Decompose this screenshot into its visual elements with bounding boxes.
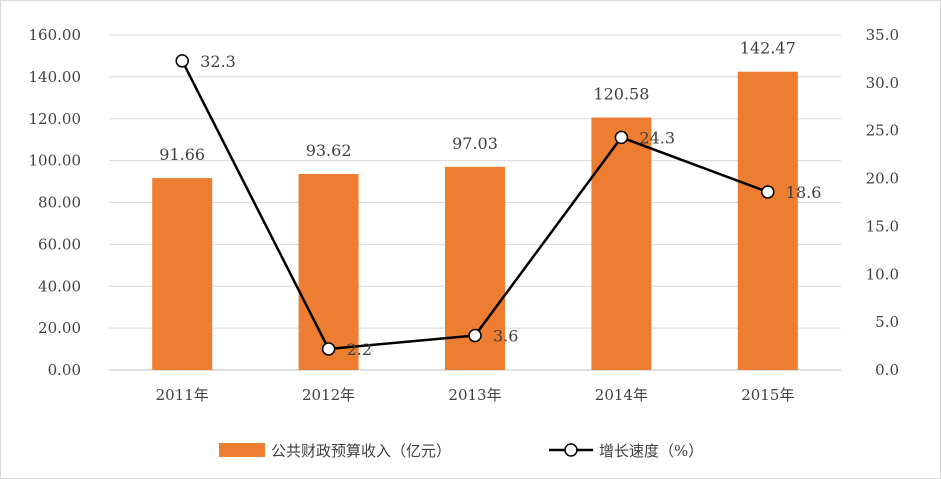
left-axis-tick-label: 60.00 [38, 235, 81, 253]
left-axis-tick-label: 140.00 [29, 68, 82, 86]
bar-data-label: 97.03 [452, 134, 498, 153]
left-axis-tick-label: 120.00 [29, 110, 82, 128]
line-point [321, 342, 336, 356]
left-axis-tick-label: 0.00 [48, 361, 81, 379]
legend-bar-swatch [219, 443, 265, 457]
right-axis-tick-label: 20.0 [866, 170, 899, 188]
line-point [175, 54, 189, 68]
bar [737, 71, 798, 371]
right-axis-tick-label: 0.0 [875, 361, 899, 379]
x-axis-tick-label: 2015年 [741, 386, 794, 404]
bar [591, 117, 652, 371]
left-axis-tick-label: 160.00 [29, 26, 82, 44]
x-axis-tick-label: 2011年 [156, 386, 209, 404]
right-axis-tick-label: 25.0 [866, 122, 899, 140]
bar [152, 178, 213, 370]
line-point [761, 185, 775, 199]
legend-line-marker [564, 443, 578, 457]
line-data-label: 3.6 [493, 327, 518, 346]
legend-bar-label: 公共财政预算收入（亿元） [271, 442, 451, 460]
right-axis-tick-label: 5.0 [875, 313, 899, 331]
line-point [468, 328, 482, 343]
bar-data-label: 120.58 [593, 85, 649, 104]
right-axis-tick-label: 35.0 [866, 26, 899, 44]
x-axis-tick-label: 2012年 [302, 386, 355, 404]
right-axis-tick-label: 15.0 [866, 217, 899, 235]
bar-data-label: 93.62 [306, 141, 352, 160]
line-data-label: 18.6 [786, 183, 822, 202]
left-axis-tick-label: 40.00 [38, 277, 81, 295]
line-point [614, 130, 629, 145]
bar-data-label: 91.66 [159, 145, 205, 164]
left-axis-tick-label: 100.00 [29, 152, 82, 170]
right-axis-tick-label: 10.0 [866, 265, 899, 283]
right-axis-tick-label: 30.0 [866, 74, 899, 92]
line-data-label: 2.2 [347, 340, 372, 359]
left-axis-tick-label: 20.00 [38, 319, 81, 337]
legend-line-label: 增长速度（%） [599, 442, 703, 460]
bar [298, 173, 359, 370]
line-data-label: 24.3 [639, 128, 675, 147]
left-axis-tick-label: 80.00 [38, 194, 81, 212]
bar-data-label: 142.47 [740, 39, 796, 58]
x-axis-tick-label: 2014年 [595, 386, 648, 404]
x-axis-tick-label: 2013年 [448, 386, 501, 404]
line-data-label: 32.3 [200, 52, 236, 71]
